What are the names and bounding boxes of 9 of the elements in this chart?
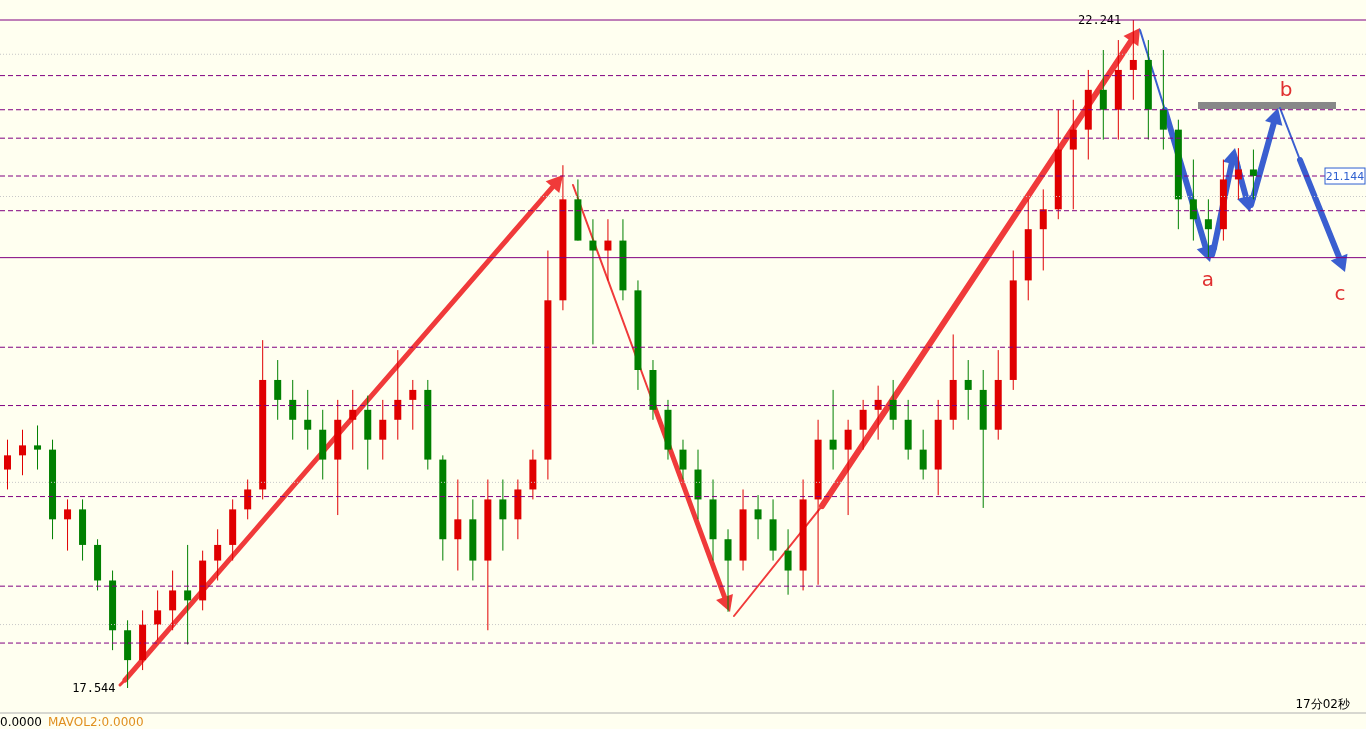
text: b bbox=[1279, 77, 1293, 101]
annotation: 22.241 bbox=[1077, 13, 1122, 27]
ref-line-label: 21.144 bbox=[1325, 170, 1365, 184]
text: 17分02秒 bbox=[1295, 697, 1350, 711]
text: 0.0000 bbox=[0, 715, 42, 729]
text: MAVOL2:0.0000 bbox=[48, 715, 144, 729]
text: c bbox=[1334, 281, 1346, 305]
annotation: 17.544 bbox=[72, 681, 116, 695]
annotation: a bbox=[1201, 267, 1215, 291]
